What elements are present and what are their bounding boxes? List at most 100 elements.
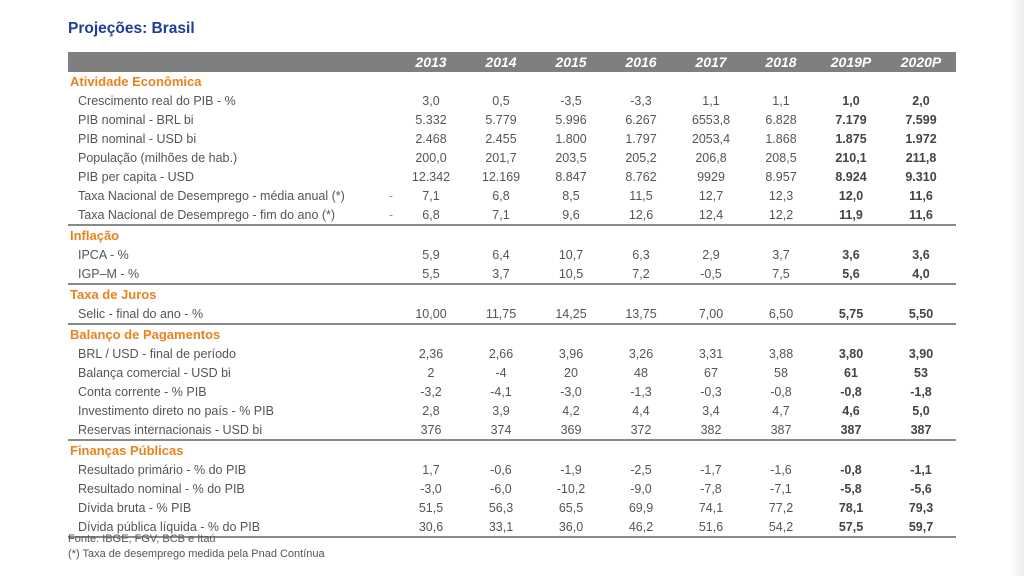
value-cell: 5.996 [555, 112, 587, 127]
value-cell: 5,5 [396, 264, 466, 285]
value-cell: 211,8 [905, 150, 937, 165]
table-row: PIB per capita - USD 12.342 12.169 8.847 8.7… [68, 167, 956, 186]
value-cell: -0,8 [770, 384, 792, 399]
row-marker: - [388, 188, 394, 203]
row-label: Selic - final do ano - % [68, 304, 386, 325]
row-label: Resultado primário - % do PIB [78, 462, 247, 477]
value-cell: 51,5 [418, 500, 444, 515]
value-cell: 2,36 [418, 346, 444, 361]
row-label: Resultado nominal - % do PIB [78, 481, 245, 496]
value-cell: 1.972 [905, 131, 937, 146]
value-cell: -3,5 [560, 93, 582, 108]
row-marker [386, 304, 396, 325]
table-row: População (milhões de hab.) 200,0 201,7 203… [68, 148, 956, 167]
table-row: Resultado nominal - % do PIB -3,0 -6,0 -10,… [68, 479, 956, 498]
value-cell: 33,1 [466, 517, 536, 538]
value-cell: 5,6 [816, 264, 886, 285]
value-cell: 201,7 [485, 150, 517, 165]
row-marker [386, 479, 396, 498]
value-cell: 54,2 [746, 517, 816, 538]
value-cell: 61 [844, 365, 858, 380]
value-cell: -0,5 [676, 264, 746, 285]
value-cell: 7,5 [746, 264, 816, 285]
value-cell: 9,6 [536, 205, 606, 226]
value-cell: 46,2 [606, 517, 676, 538]
value-cell: 200,0 [415, 150, 447, 165]
value-cell: -7,1 [770, 481, 792, 496]
table-row: Crescimento real do PIB - % 3,0 0,5 -3,5 -3,… [68, 91, 956, 110]
value-cell: -5,8 [840, 481, 862, 496]
value-cell: 69,9 [628, 500, 654, 515]
value-cell: 12,3 [768, 188, 794, 203]
row-marker [386, 460, 396, 479]
value-cell: 1.800 [555, 131, 587, 146]
value-cell: -0,3 [700, 384, 722, 399]
value-cell: -3,3 [630, 93, 652, 108]
row-label: Balança comercial - USD bi [78, 365, 231, 380]
value-cell: 7,1 [466, 205, 536, 226]
value-cell: 11,5 [629, 188, 653, 203]
value-cell: 2,8 [422, 403, 440, 418]
value-cell: 12.342 [411, 169, 451, 184]
row-marker [386, 498, 396, 517]
value-cell: 53 [914, 365, 928, 380]
value-cell: 3,7 [772, 247, 790, 262]
value-cell: 382 [676, 420, 746, 441]
row-marker [386, 363, 396, 382]
value-cell: 2.455 [485, 131, 517, 146]
value-cell: 369 [536, 420, 606, 441]
value-cell: 11,6 [909, 188, 933, 203]
value-cell: 4,2 [562, 403, 580, 418]
value-cell: 3,7 [466, 264, 536, 285]
row-marker [386, 517, 396, 538]
row-label: IGP–M - % [68, 264, 386, 285]
value-cell: 387 [886, 420, 956, 441]
table-row: Resultado primário - % do PIB 1,7 -0,6 -1,9… [68, 460, 956, 479]
table-header-row: 2013 2014 2015 2016 2017 2018 2019P 2020P [68, 52, 956, 72]
value-cell: -1,8 [910, 384, 932, 399]
table-row: Investimento direto no país - % PIB 2,8 3,… [68, 401, 956, 420]
value-cell: 14,25 [536, 304, 606, 325]
value-cell: 59,7 [886, 517, 956, 538]
row-label: IPCA - % [78, 247, 129, 262]
table-row: Conta corrente - % PIB -3,2 -4,1 -3,0 -1,3 -0… [68, 382, 956, 401]
section-title: Balanço de Pagamentos [70, 327, 221, 342]
value-cell: 74,1 [698, 500, 724, 515]
value-cell: 10,7 [558, 247, 584, 262]
row-label: Dívida pública líquida - % do PIB [68, 517, 386, 538]
value-cell: 5.779 [485, 112, 517, 127]
year-header: 2014 [466, 52, 536, 72]
table-row: Taxa Nacional de Desemprego - fim do ano… [68, 205, 956, 226]
page-edge [1010, 0, 1024, 576]
table-row: BRL / USD - final de período 2,36 2,66 3,96… [68, 344, 956, 363]
value-cell: 11,75 [466, 304, 536, 325]
value-cell: 48 [634, 365, 648, 380]
value-cell: -3,0 [420, 481, 442, 496]
value-cell: -0,8 [840, 384, 862, 399]
section-title: Finanças Públicas [70, 443, 184, 458]
table-row: Dívida pública líquida - % do PIB 30,6 33,… [68, 517, 956, 538]
row-label: PIB nominal - BRL bi [78, 112, 194, 127]
value-cell: -3,2 [420, 384, 442, 399]
value-cell: -7,8 [700, 481, 722, 496]
value-cell: 12,7 [698, 188, 724, 203]
section-title: Inflação [70, 228, 120, 243]
row-label: Crescimento real do PIB - % [78, 93, 236, 108]
value-cell: -4,1 [490, 384, 512, 399]
section-header: Finanças Públicas [68, 440, 956, 460]
value-cell: 7.179 [835, 112, 867, 127]
value-cell: 5.332 [415, 112, 447, 127]
section-title: Taxa de Juros [70, 287, 157, 302]
value-cell: 12,6 [606, 205, 676, 226]
table-row: Selic - final do ano - % 10,00 11,75 14,25 1… [68, 304, 956, 325]
row-marker [386, 91, 396, 110]
value-cell: 376 [396, 420, 466, 441]
value-cell: 12,0 [838, 188, 864, 203]
value-cell: 6553,8 [691, 112, 731, 127]
row-label: População (milhões de hab.) [78, 150, 238, 165]
year-header: 2020P [886, 52, 956, 72]
value-cell: 5,0 [912, 403, 930, 418]
value-cell: 372 [606, 420, 676, 441]
year-header: 2017 [676, 52, 746, 72]
table-row: Balança comercial - USD bi 2 -4 20 48 67 58 61 5… [68, 363, 956, 382]
